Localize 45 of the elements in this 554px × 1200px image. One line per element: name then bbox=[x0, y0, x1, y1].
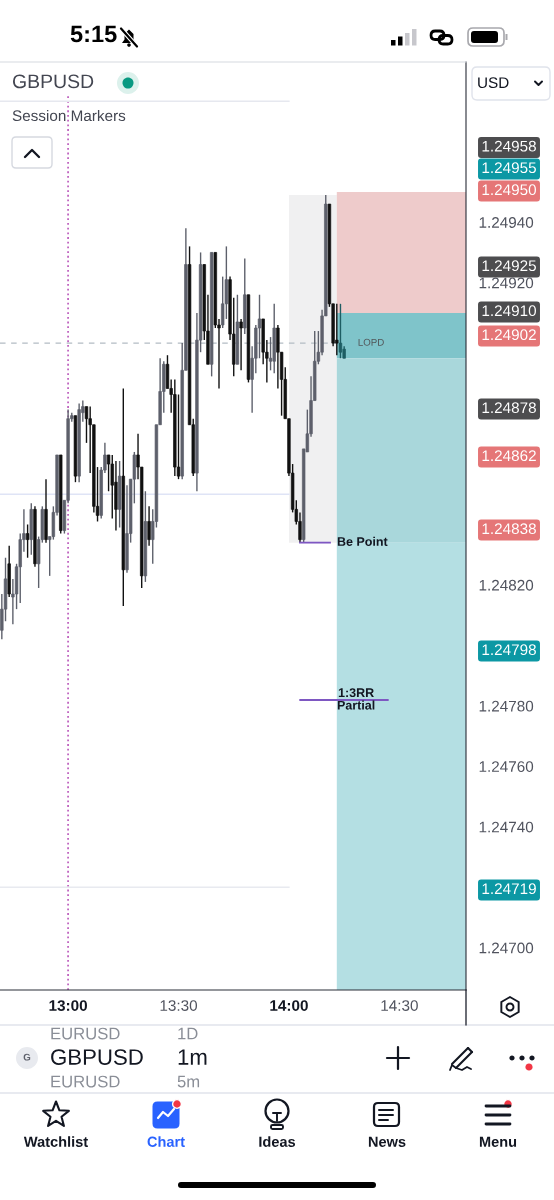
text: 5:15 bbox=[70, 25, 117, 43]
text: 1.24958 bbox=[482, 140, 536, 152]
text: Menu bbox=[479, 1136, 517, 1147]
text: 1.24902 bbox=[482, 329, 536, 341]
candlestick bbox=[239, 318, 243, 372]
text: 1.24925 bbox=[482, 260, 536, 272]
text: 1m bbox=[178, 1049, 207, 1065]
chart-title: GBPUSD bbox=[12, 74, 94, 89]
text: 1.24862 bbox=[482, 450, 536, 462]
x-tick-label: 14:30 bbox=[381, 1000, 418, 1011]
text: 5m bbox=[177, 1075, 200, 1088]
text: 1.24798 bbox=[482, 644, 536, 656]
candlestick bbox=[147, 505, 151, 547]
text: 1.24719 bbox=[482, 883, 536, 895]
x-tick-label: 14:00 bbox=[270, 1000, 308, 1011]
candlestick bbox=[335, 303, 339, 356]
text: Watchlist bbox=[23, 1136, 88, 1147]
y-tick-label: 1.24760 bbox=[479, 761, 534, 772]
candlestick bbox=[25, 523, 30, 559]
y-tick-label: 1.24920 bbox=[479, 277, 534, 289]
y-tick-label: 1.24820 bbox=[479, 579, 534, 591]
x-tick-label: 13:00 bbox=[49, 1000, 87, 1011]
annotation: 1:3RR Partial bbox=[337, 688, 375, 710]
ref-line-label: LOPD bbox=[358, 338, 384, 346]
text: EURUSD bbox=[51, 1075, 120, 1088]
x-tick-label: 13:30 bbox=[160, 1000, 198, 1011]
y-tick-label: 1.24740 bbox=[479, 821, 534, 833]
y-tick-label: 1.24780 bbox=[479, 700, 534, 712]
text: GBPUSD bbox=[51, 1049, 143, 1065]
text: Session Markers bbox=[12, 109, 126, 122]
annotation: Be Point bbox=[337, 536, 388, 546]
text: 1.24955 bbox=[482, 162, 536, 174]
text: 1D bbox=[178, 1027, 198, 1040]
text: Ideas bbox=[259, 1136, 296, 1147]
text: 1.24950 bbox=[482, 184, 537, 196]
text: EURUSD bbox=[51, 1027, 120, 1040]
y-tick-label: 1.24940 bbox=[479, 217, 534, 228]
text: Chart bbox=[147, 1136, 185, 1147]
y-tick-label: 1.24700 bbox=[479, 942, 534, 954]
text: USD bbox=[478, 77, 509, 89]
text: 1.24910 bbox=[482, 305, 537, 317]
text: 1.24838 bbox=[482, 523, 536, 535]
text: G bbox=[23, 1053, 31, 1061]
text: 1.24878 bbox=[482, 402, 536, 414]
text: News bbox=[368, 1136, 406, 1147]
